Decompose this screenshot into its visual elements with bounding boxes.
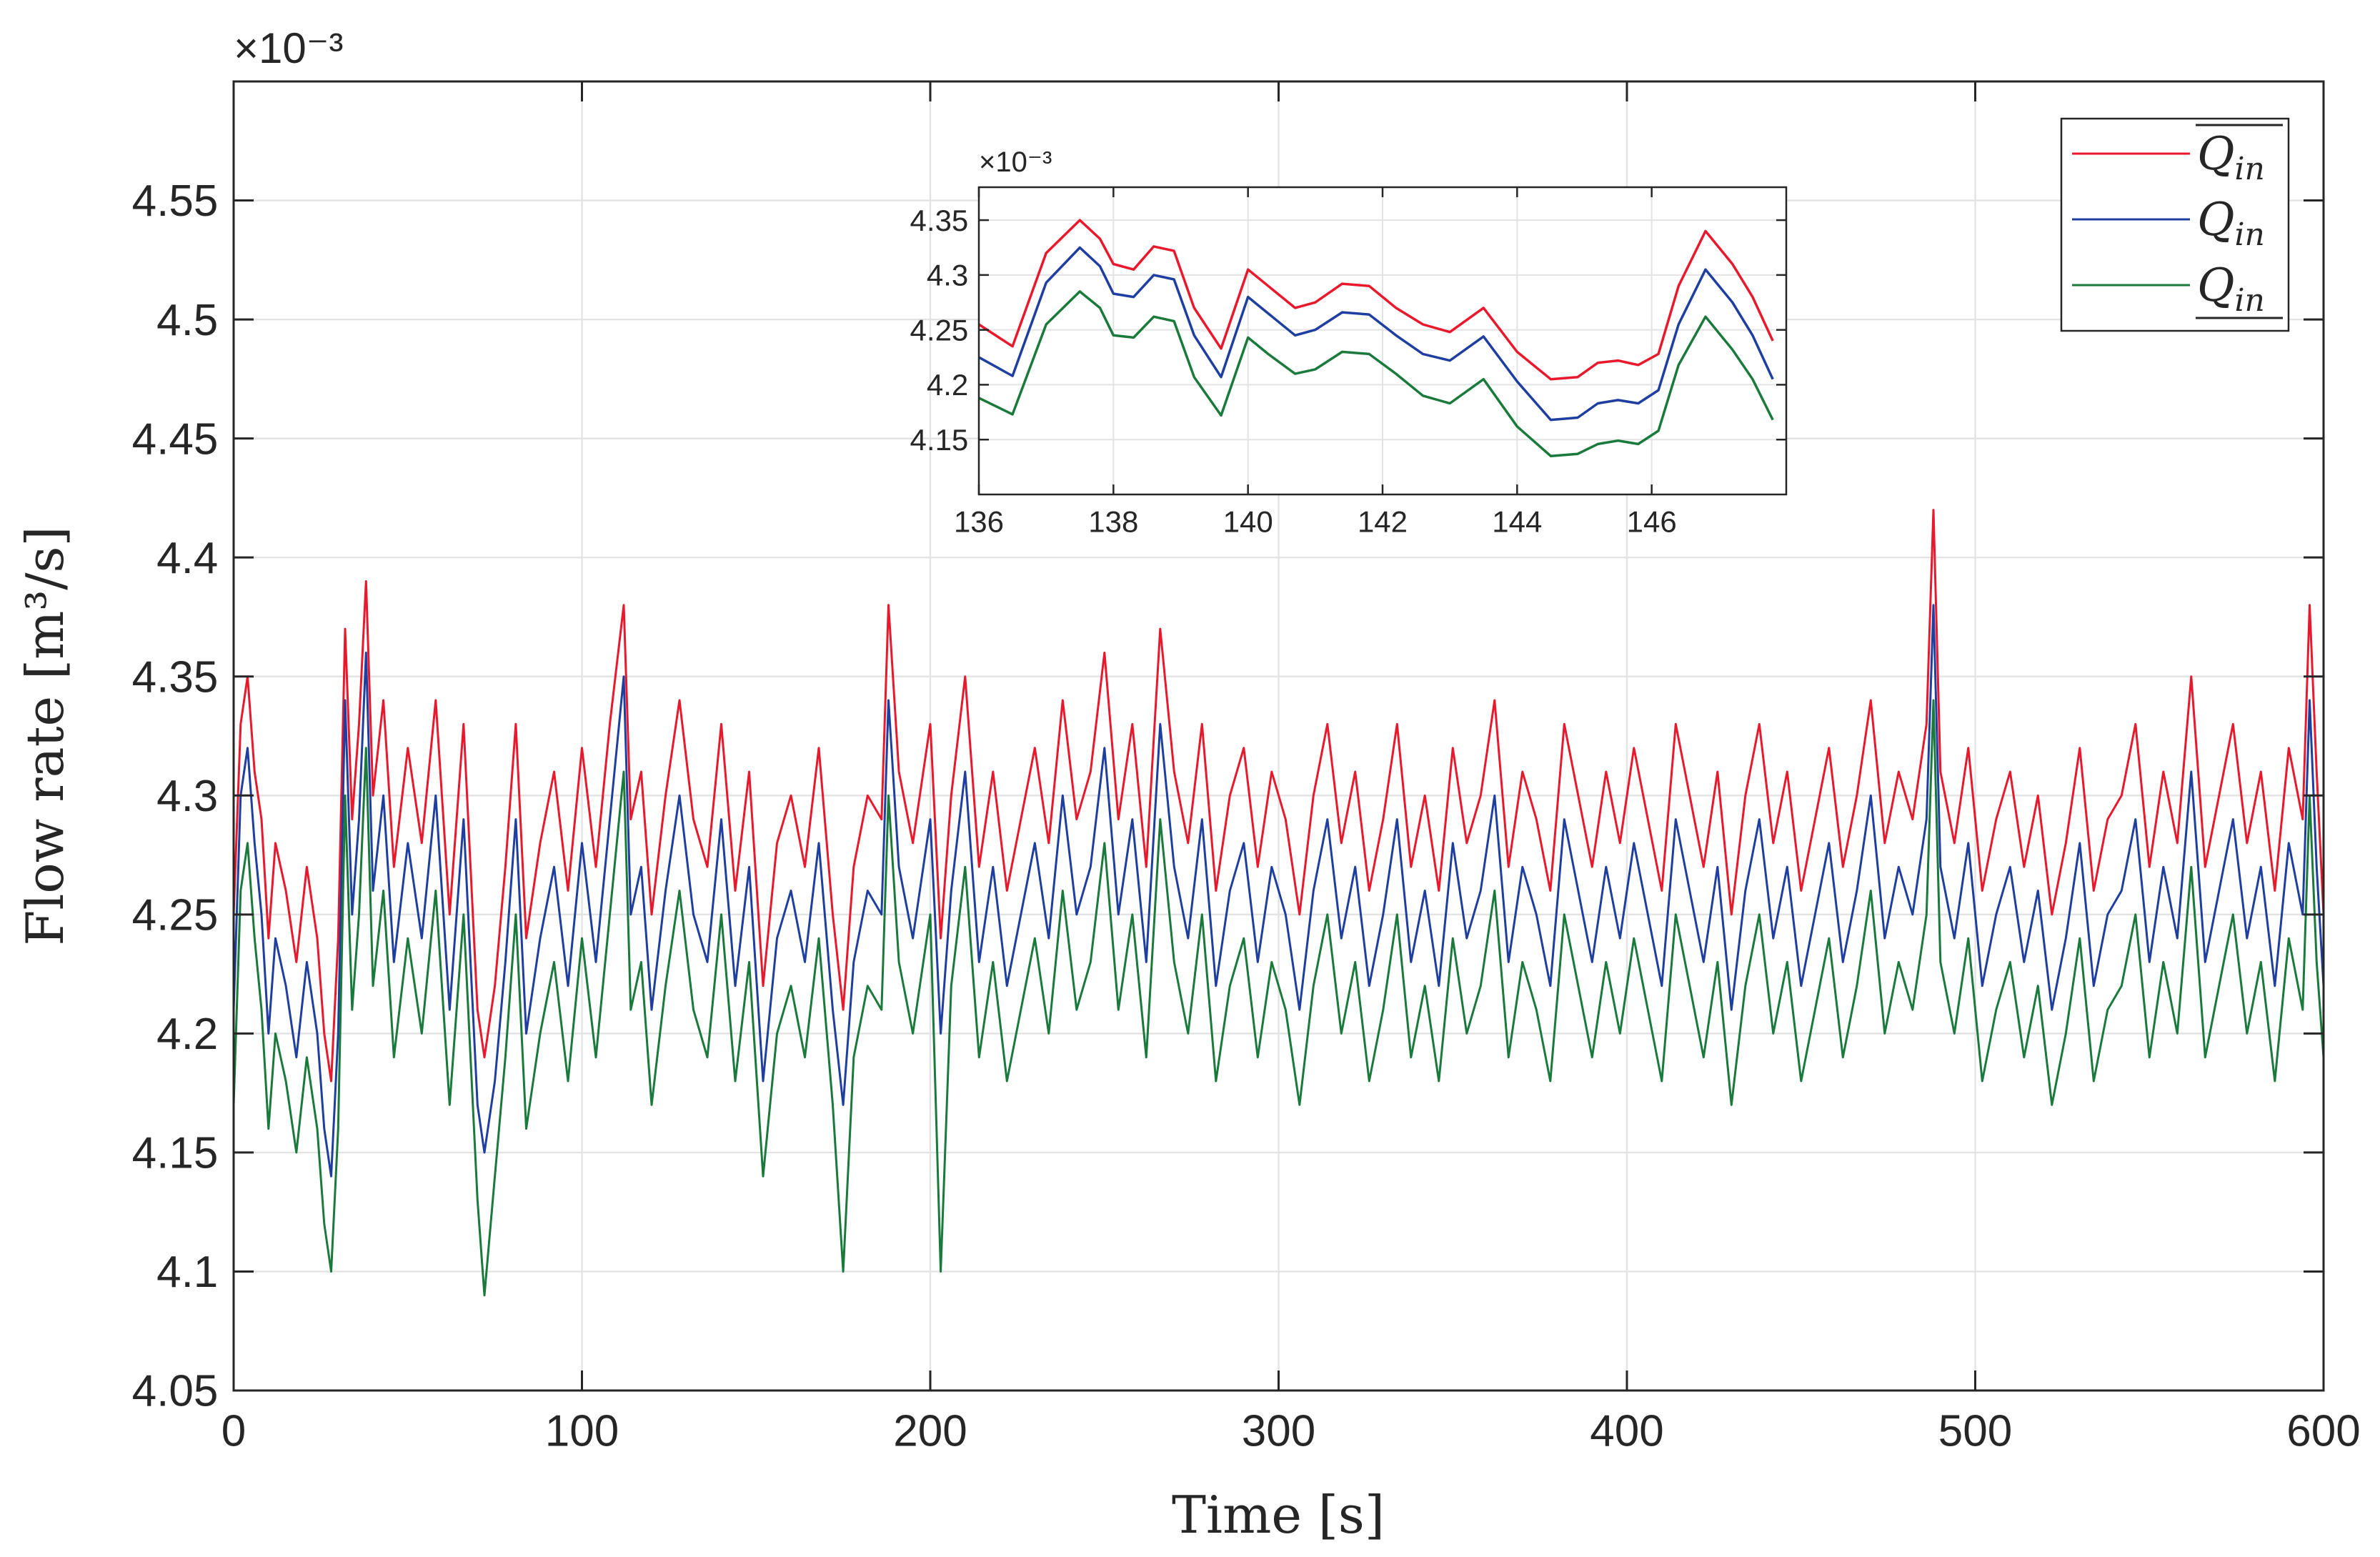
main-y-tick-label: 4.25: [132, 891, 219, 940]
main-ticks: 0 100 200 300 400 500 600 4.05 4.1 4.15 4.2 4.25 4.3…: [132, 81, 2361, 1456]
legend-label-base: Q: [2197, 259, 2234, 312]
legend-label-base: Q: [2197, 194, 2234, 247]
main-series-line-1: [232, 604, 2325, 1178]
main-x-tick-label: 0: [221, 1407, 246, 1456]
main-y-tick-label: 4.15: [132, 1129, 219, 1178]
legend-label-sub: in: [2234, 217, 2264, 253]
main-x-tick-label: 400: [1590, 1407, 1663, 1456]
inset-grid: [978, 187, 1786, 494]
inset-y-tick-label: 4.15: [910, 423, 969, 457]
legend-label-sub: in: [2234, 282, 2264, 319]
main-x-tick-label: 600: [2286, 1407, 2360, 1456]
main-y-tick-label: 4.55: [132, 176, 219, 226]
main-series-line-0: [232, 509, 2325, 1083]
main-series-group: [232, 509, 2325, 1297]
main-y-axis-label: Flow rate [m³/s]: [15, 526, 75, 945]
inset-x-tick-label: 138: [1088, 505, 1138, 539]
main-y-tick-label: 4.1: [156, 1248, 218, 1297]
main-series-line-2: [232, 699, 2325, 1297]
legend-label-0: Qin: [2197, 128, 2265, 187]
main-x-tick-label: 300: [1242, 1407, 1315, 1456]
main-y-tick-label: 4.3: [156, 772, 218, 821]
inset-x-tick-label: 142: [1358, 505, 1408, 539]
inset-x-tick-label: 146: [1627, 505, 1677, 539]
inset-y-tick-label: 4.25: [910, 313, 969, 347]
main-y-tick-label: 4.45: [132, 414, 219, 464]
inset-y-exponent: ×10⁻³: [979, 146, 1052, 178]
inset-series-line-1: [978, 246, 1774, 422]
main-y-tick-label: 4.4: [156, 534, 218, 583]
inset-ticks: 136 138 140 142 144 146 4.15 4.2 4.25 4.3 4.35: [910, 187, 1786, 539]
main-y-exponent: ×10⁻³: [234, 24, 343, 72]
legend-label-1: Qin: [2197, 194, 2265, 253]
inset-series-group: [978, 219, 1774, 457]
inset-y-tick-label: 4.2: [927, 368, 968, 402]
inset-x-tick-label: 140: [1223, 505, 1273, 539]
inset-y-tick-label: 4.35: [910, 204, 969, 237]
main-y-tick-label: 4.05: [132, 1367, 219, 1416]
main-x-tick-label: 500: [1938, 1407, 2012, 1456]
inset-x-tick-label: 136: [954, 505, 1004, 539]
main-y-tick-label: 4.2: [156, 1010, 218, 1059]
inset-y-tick-label: 4.3: [927, 259, 968, 292]
main-x-tick-label: 200: [893, 1407, 967, 1456]
main-y-tick-label: 4.35: [132, 652, 219, 702]
main-y-tick-label: 4.5: [156, 296, 218, 345]
inset-series-line-2: [978, 290, 1774, 457]
legend-label-base: Q: [2197, 128, 2234, 181]
inset-series-line-0: [978, 219, 1774, 381]
main-x-axis-label: Time [s]: [1172, 1485, 1385, 1545]
legend-label-sub: in: [2234, 151, 2264, 187]
legend-label-2: Qin: [2197, 259, 2265, 319]
inset-x-tick-label: 144: [1492, 505, 1542, 539]
main-x-tick-label: 100: [545, 1407, 619, 1456]
